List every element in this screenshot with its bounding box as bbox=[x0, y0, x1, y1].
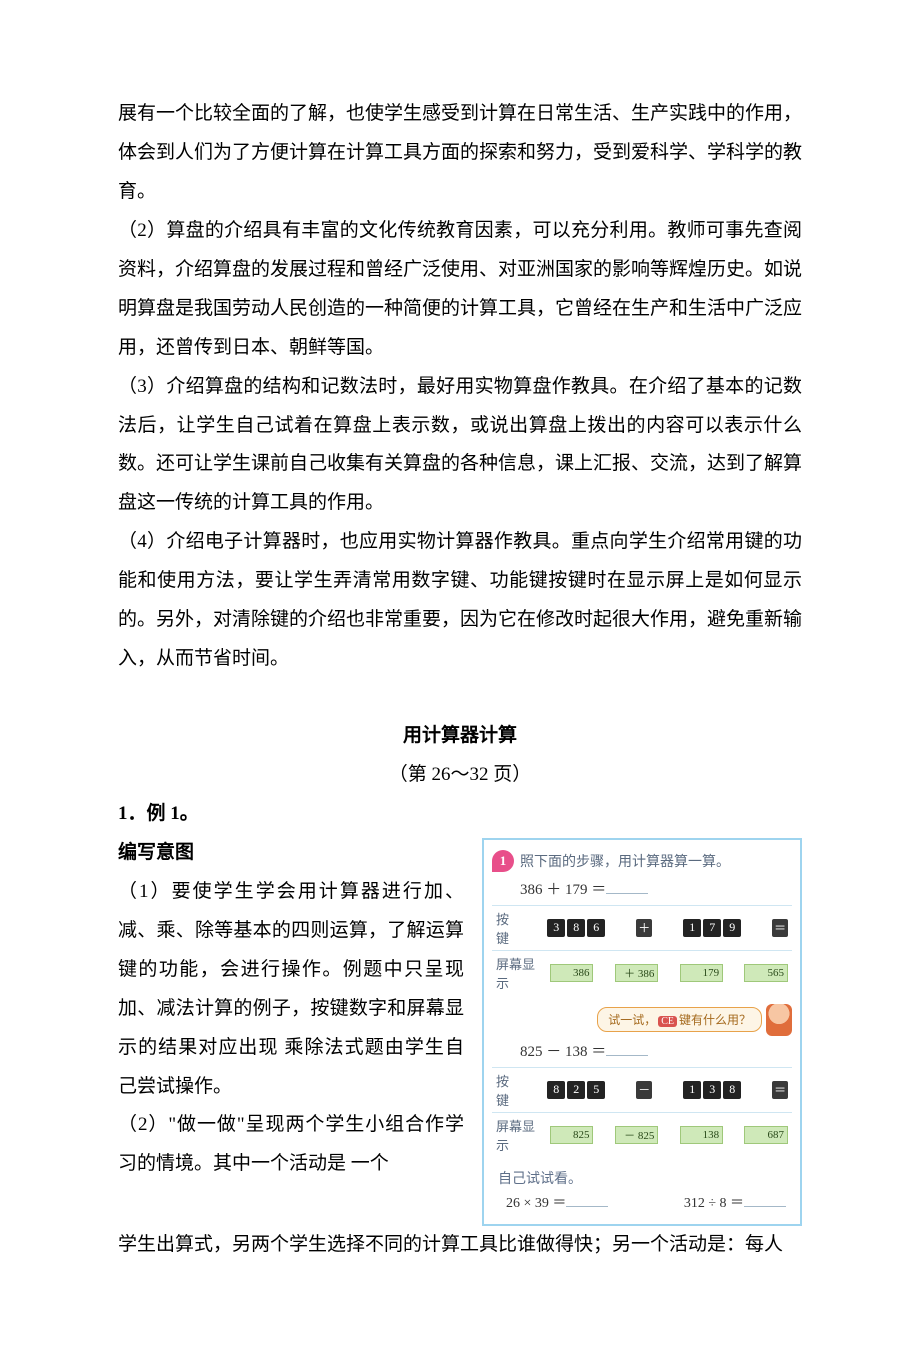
display-label-1: 屏幕显示 bbox=[496, 954, 544, 992]
key-op-plus: ＋ bbox=[636, 919, 652, 937]
example-para-a: （1）要使学生学会用计算器进行加、减、乘、除等基本的四则运算，了解运算键的功能，… bbox=[118, 873, 464, 1107]
display-cell: 386 bbox=[550, 964, 594, 982]
display-cell: 138 bbox=[680, 1126, 724, 1144]
keypress-label-2: 按 键 bbox=[496, 1071, 541, 1109]
figure-header-text: 照下面的步骤，用计算器算一算。 bbox=[520, 851, 730, 871]
page-container: 展有一个比较全面的了解，也使学生感受到计算在日常生活、生产实践中的作用，体会到人… bbox=[0, 0, 920, 1345]
expr2-text: 825 － 138 ＝ bbox=[520, 1044, 606, 1060]
key-digit: 8 bbox=[723, 1081, 741, 1099]
section-gap bbox=[118, 679, 802, 717]
paragraph-3: （3）介绍算盘的结构和记数法时，最好用实物算盘作教具。在介绍了基本的记数法后，让… bbox=[118, 368, 802, 524]
try-yourself-text: 自己试试看。 bbox=[498, 1168, 792, 1188]
key-digit: 3 bbox=[703, 1081, 721, 1099]
keys-group-1b: 1 7 9 bbox=[683, 919, 741, 937]
display-cell: ＋ 386 bbox=[615, 964, 659, 982]
section-title: 用计算器计算 bbox=[118, 717, 802, 756]
display-label-2: 屏幕显示 bbox=[496, 1116, 544, 1154]
ce-key-icon: CE bbox=[658, 1016, 677, 1027]
paragraph-2: （2）算盘的介绍具有丰富的文化传统教育因素，可以充分利用。教师可事先查阅资料，介… bbox=[118, 212, 802, 368]
bottom-expr-a: 26 × 39 ＝ bbox=[506, 1192, 608, 1212]
bubble-text-b: 键有什么用？ bbox=[679, 1013, 751, 1027]
child-avatar-icon bbox=[766, 1004, 792, 1036]
keys-group-2a: 8 2 5 bbox=[547, 1081, 605, 1099]
example-heading: 1．例 1。 bbox=[118, 795, 802, 834]
key-op-minus: － bbox=[636, 1081, 652, 1099]
display-row-1: 屏幕显示 386 ＋ 386 179 565 bbox=[492, 950, 792, 998]
display-cell: 179 bbox=[680, 964, 724, 982]
calculator-figure: 1 照下面的步骤，用计算器算一算。 386 ＋ 179 ＝ 按 键 3 8 6 … bbox=[482, 838, 802, 1226]
keypress-label-1: 按 键 bbox=[496, 909, 541, 947]
expression-1: 386 ＋ 179 ＝ bbox=[520, 878, 792, 899]
speech-bubble: 试一试，CE键有什么用？ bbox=[597, 1007, 762, 1032]
keypress-row-2: 按 键 8 2 5 － 1 3 8 ＝ bbox=[492, 1067, 792, 1112]
key-digit: 7 bbox=[703, 919, 721, 937]
display-cell: － 825 bbox=[615, 1126, 659, 1144]
key-op-eq: ＝ bbox=[772, 919, 788, 937]
expr1-text: 386 ＋ 179 ＝ bbox=[520, 882, 606, 898]
key-digit: 5 bbox=[587, 1081, 605, 1099]
example-para-c: 学生出算式，另两个学生选择不同的计算工具比谁做得快；另一个活动是：每人 bbox=[118, 1226, 802, 1265]
blank-1 bbox=[606, 880, 648, 894]
key-digit: 6 bbox=[587, 919, 605, 937]
right-column: 1 照下面的步骤，用计算器算一算。 386 ＋ 179 ＝ 按 键 3 8 6 … bbox=[482, 838, 802, 1226]
key-digit: 3 bbox=[547, 919, 565, 937]
paragraph-1: 展有一个比较全面的了解，也使学生感受到计算在日常生活、生产实践中的作用，体会到人… bbox=[118, 95, 802, 212]
keys-group-1a: 3 8 6 bbox=[547, 919, 605, 937]
display-cell: 687 bbox=[744, 1126, 788, 1144]
blank-4 bbox=[744, 1193, 786, 1207]
keypress-row-1: 按 键 3 8 6 ＋ 1 7 9 ＝ bbox=[492, 905, 792, 950]
example-subheading: 编写意图 bbox=[118, 834, 464, 873]
bottom-expr-b: 312 ÷ 8 ＝ bbox=[684, 1192, 786, 1212]
keys-group-2b: 1 3 8 bbox=[683, 1081, 741, 1099]
key-digit: 1 bbox=[683, 1081, 701, 1099]
bubble-text-a: 试一试， bbox=[608, 1013, 656, 1027]
display-cell: 565 bbox=[744, 964, 788, 982]
key-digit: 1 bbox=[683, 919, 701, 937]
bottom-expressions: 26 × 39 ＝ 312 ÷ 8 ＝ bbox=[506, 1192, 786, 1212]
speech-bubble-row: 试一试，CE键有什么用？ bbox=[492, 1004, 792, 1036]
display-row-2: 屏幕显示 825 － 825 138 687 bbox=[492, 1112, 792, 1160]
figure-header: 1 照下面的步骤，用计算器算一算。 bbox=[492, 850, 792, 872]
key-digit: 9 bbox=[723, 919, 741, 937]
paragraph-4: （4）介绍电子计算器时，也应用实物计算器作教具。重点向学生介绍常用键的功能和使用… bbox=[118, 523, 802, 679]
example-para-b: （2）"做一做"呈现两个学生小组合作学习的情境。其中一个活动是 一个 bbox=[118, 1106, 464, 1184]
blank-2 bbox=[606, 1042, 648, 1056]
two-column-layout: 编写意图 （1）要使学生学会用计算器进行加、减、乘、除等基本的四则运算，了解运算… bbox=[118, 834, 802, 1226]
key-digit: 2 bbox=[567, 1081, 585, 1099]
key-op-eq: ＝ bbox=[772, 1081, 788, 1099]
left-column: 编写意图 （1）要使学生学会用计算器进行加、减、乘、除等基本的四则运算，了解运算… bbox=[118, 834, 464, 1184]
display-cell: 825 bbox=[550, 1126, 594, 1144]
section-subtitle: （第 26～32 页） bbox=[118, 756, 802, 795]
key-digit: 8 bbox=[567, 919, 585, 937]
key-digit: 8 bbox=[547, 1081, 565, 1099]
blank-3 bbox=[566, 1193, 608, 1207]
figure-badge: 1 bbox=[492, 850, 514, 872]
expression-2: 825 － 138 ＝ bbox=[520, 1040, 792, 1061]
